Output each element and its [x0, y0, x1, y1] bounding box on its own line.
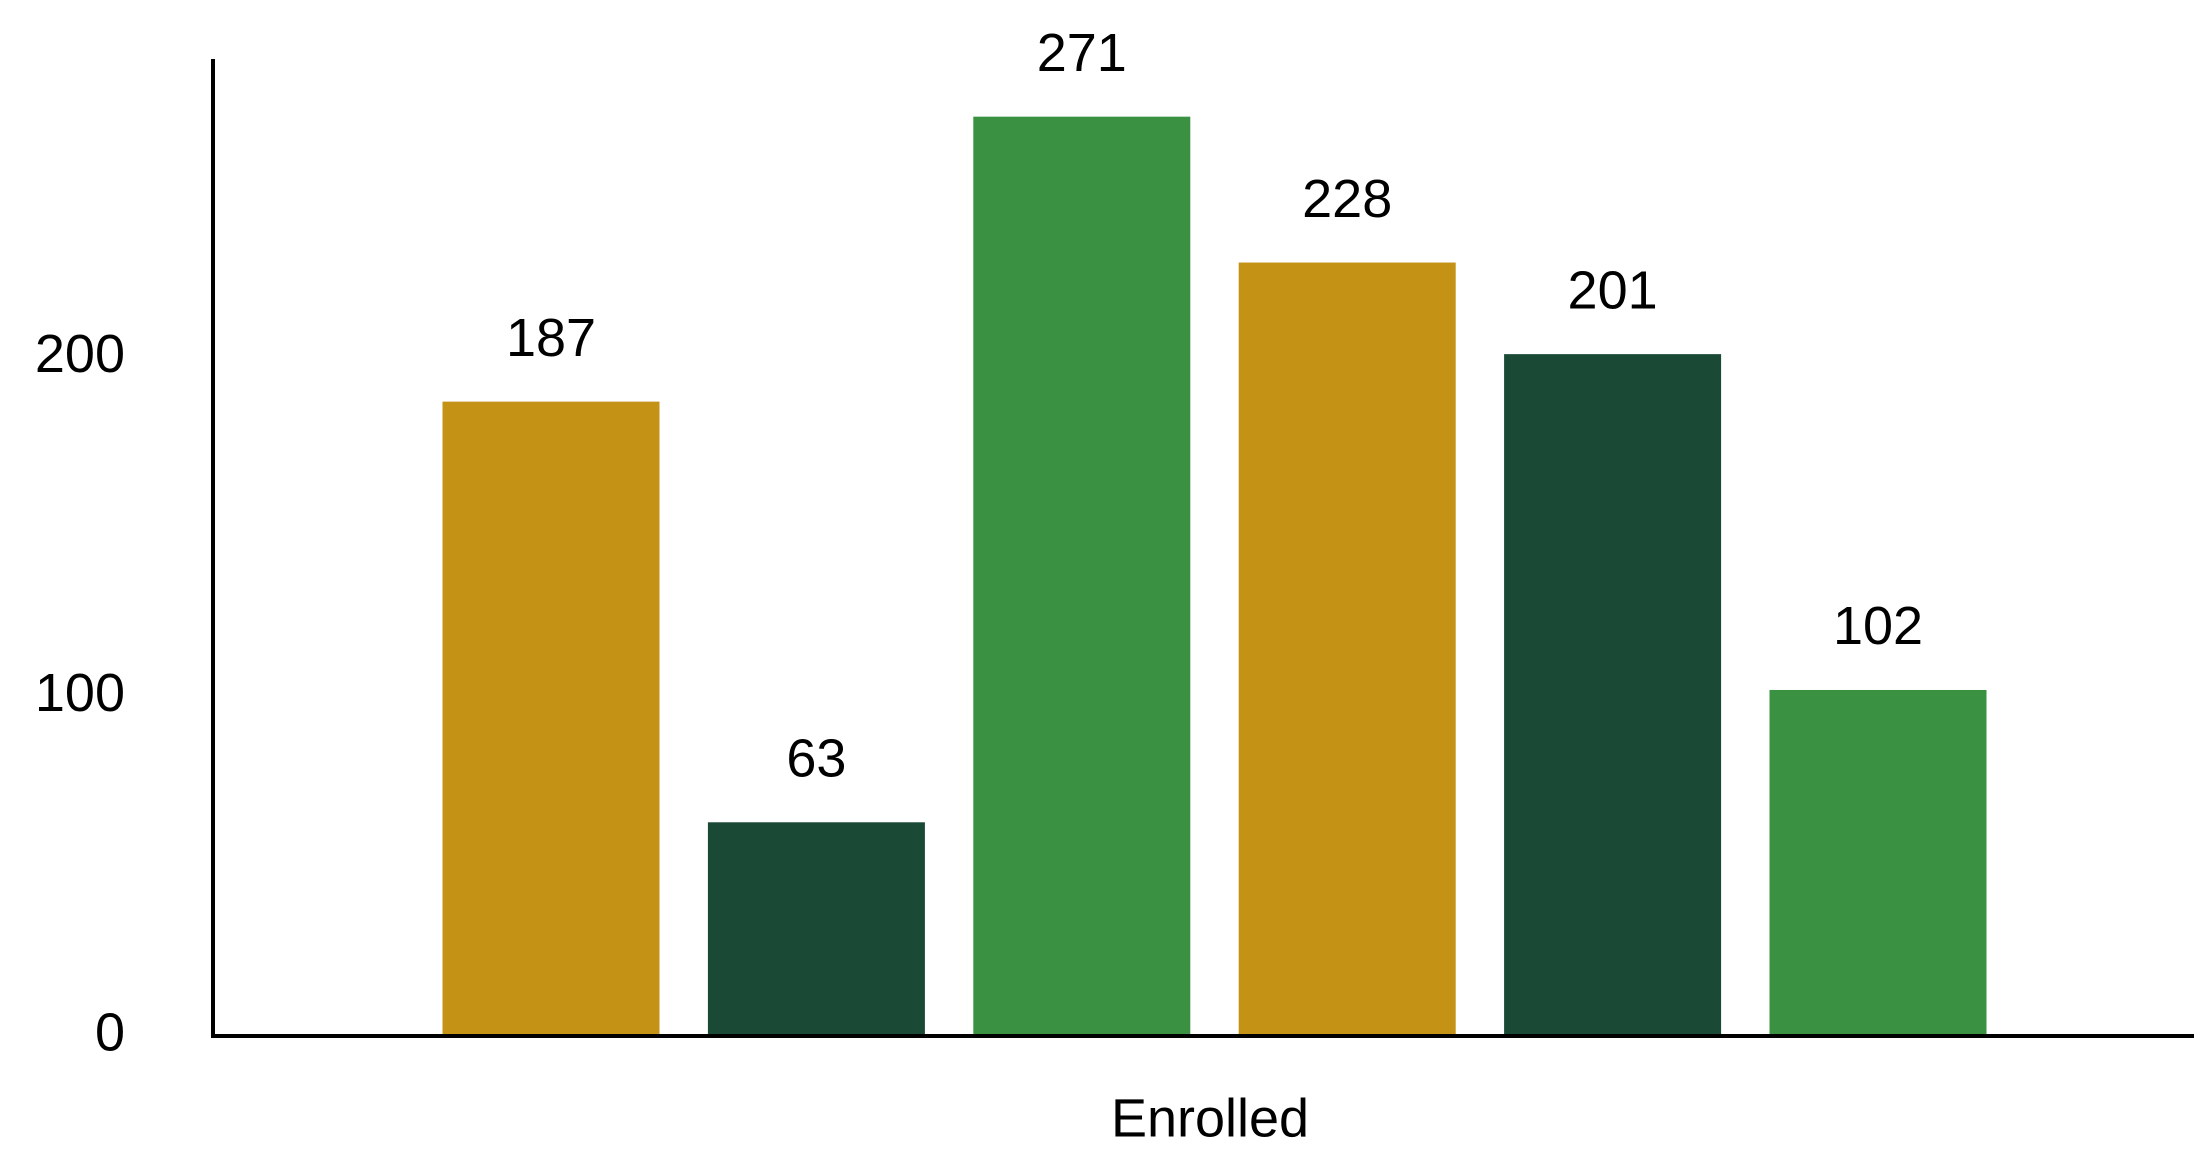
y-tick-label: 200 — [35, 324, 125, 384]
bar — [1769, 689, 1987, 1036]
value-label: 228 — [1302, 169, 1392, 229]
value-label: 187 — [506, 308, 596, 368]
value-label: 271 — [1037, 23, 1127, 83]
bar — [973, 116, 1191, 1036]
bar — [707, 822, 925, 1036]
value-label: 201 — [1568, 260, 1658, 320]
y-tick-label: 0 — [95, 1002, 125, 1062]
value-label: 63 — [786, 729, 846, 789]
bar — [442, 401, 660, 1036]
bar — [1504, 354, 1722, 1037]
x-axis-label: Enrolled — [1111, 1088, 1309, 1148]
bar — [1238, 262, 1456, 1037]
value-label: 102 — [1833, 596, 1923, 656]
y-tick-label: 100 — [35, 663, 125, 723]
